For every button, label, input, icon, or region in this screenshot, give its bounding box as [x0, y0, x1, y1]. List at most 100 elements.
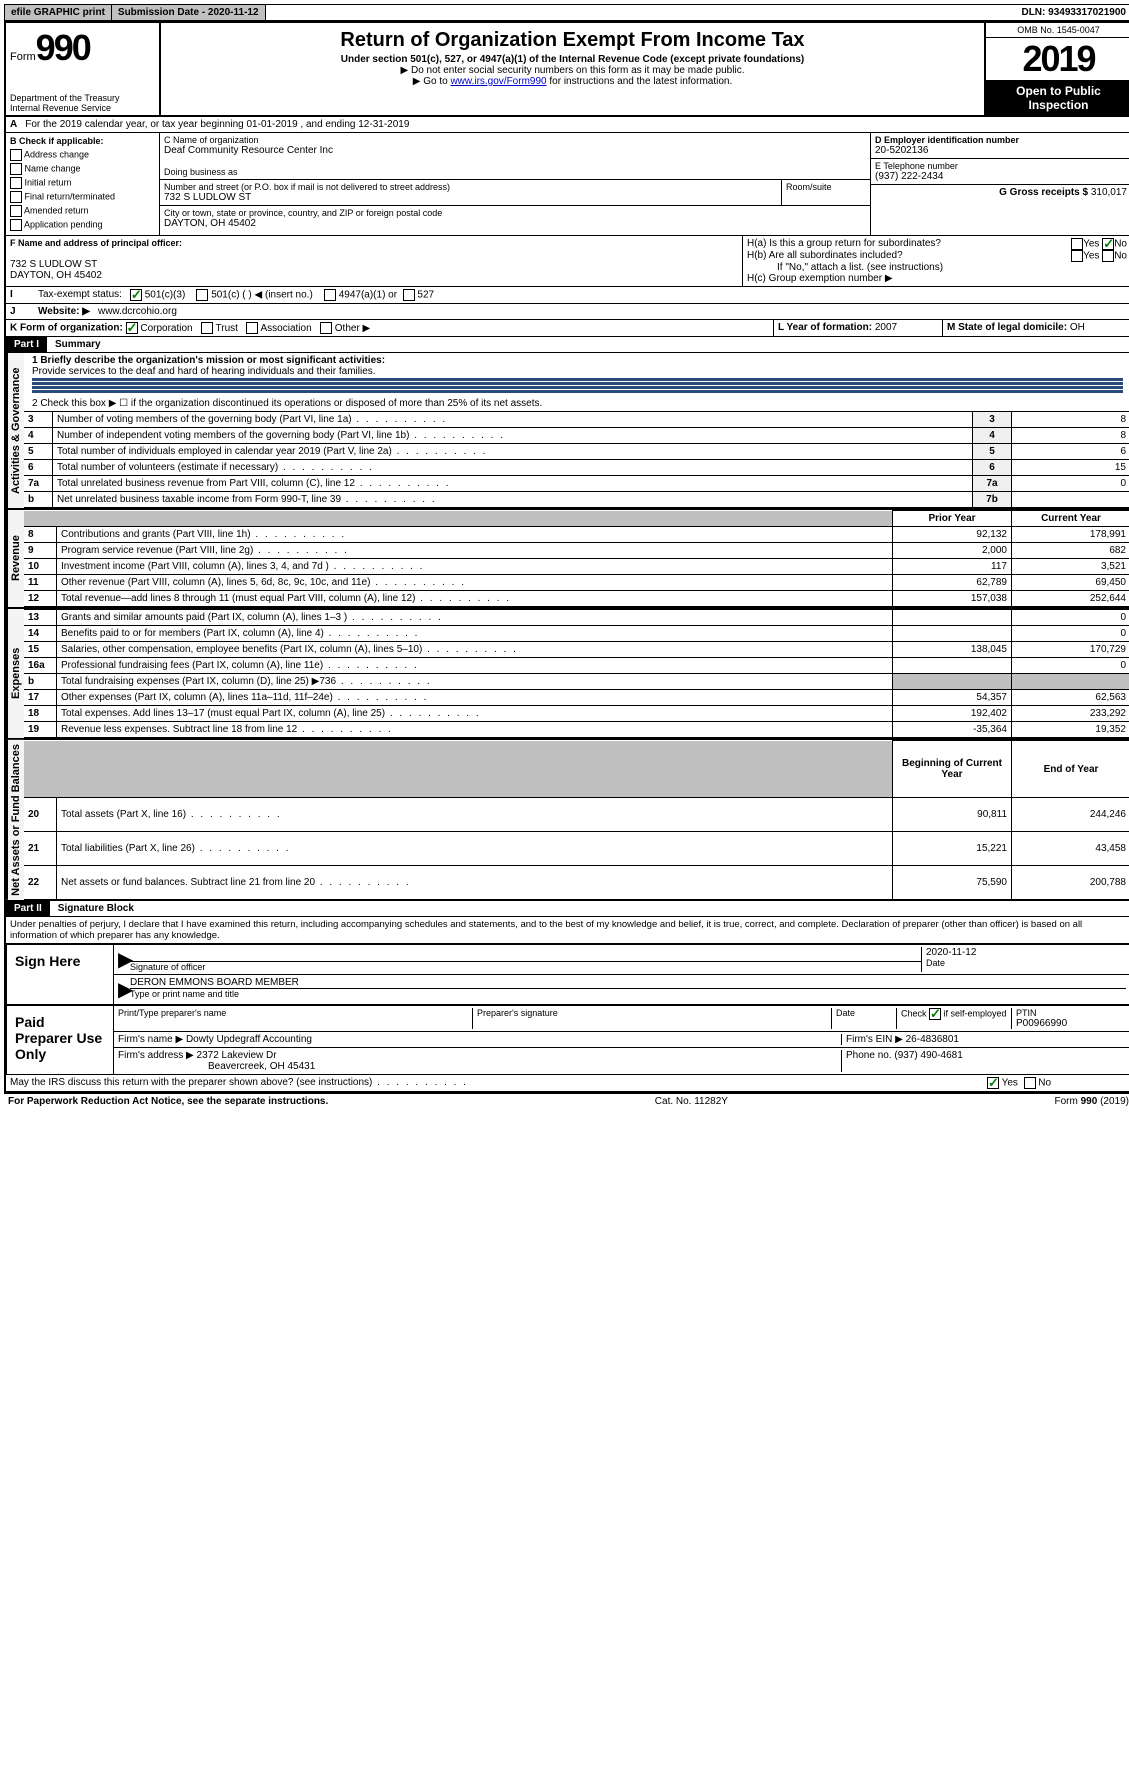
part1-title: Summary — [47, 339, 101, 350]
hc-label: H(c) Group exemption number ▶ — [747, 273, 1127, 284]
line1-label: 1 Briefly describe the organization's mi… — [32, 355, 1123, 366]
cb-application-pending[interactable] — [10, 219, 22, 231]
hb-label: H(b) Are all subordinates included? — [747, 250, 903, 262]
dln: DLN: 93493317021900 — [1015, 5, 1129, 20]
cb-address-change[interactable] — [10, 149, 22, 161]
firm-addr1: 2372 Lakeview Dr — [197, 1050, 277, 1061]
cb-self-employed[interactable] — [929, 1008, 941, 1020]
section-l: L Year of formation: 2007 — [773, 320, 942, 336]
ha-no[interactable] — [1102, 238, 1114, 250]
sign-here-label: Sign Here — [7, 945, 114, 1004]
header-center: Return of Organization Exempt From Incom… — [161, 23, 984, 115]
table-net: Beginning of Current YearEnd of Year20To… — [24, 740, 1129, 900]
section-c: C Name of organization Deaf Community Re… — [160, 133, 871, 235]
table-rev: Prior YearCurrent Year8Contributions and… — [24, 510, 1129, 607]
officer-addr1: 732 S LUDLOW ST — [10, 259, 738, 270]
table-ag: 3Number of voting members of the governi… — [24, 411, 1129, 508]
efile-print-button[interactable]: efile GRAPHIC print — [5, 5, 112, 20]
instructions-link[interactable]: www.irs.gov/Form990 — [450, 76, 546, 87]
city: DAYTON, OH 45402 — [164, 218, 866, 229]
section-deg: D Employer identification number 20-5202… — [871, 133, 1129, 235]
dba-label: Doing business as — [164, 167, 866, 177]
cb-amended-return[interactable] — [10, 205, 22, 217]
form-label-cell: Form990 Department of the Treasury Inter… — [6, 23, 161, 115]
discuss-no[interactable] — [1024, 1077, 1036, 1089]
discuss-yes[interactable] — [987, 1077, 999, 1089]
vert-net: Net Assets or Fund Balances — [6, 740, 24, 900]
hb-yes[interactable] — [1071, 250, 1083, 262]
cb-4947[interactable] — [324, 289, 336, 301]
ein-value: 20-5202136 — [875, 145, 1127, 156]
street-label: Number and street (or P.O. box if mail i… — [164, 182, 777, 192]
form-number: 990 — [36, 27, 90, 68]
declaration: Under penalties of perjury, I declare th… — [6, 917, 1129, 943]
section-k: K Form of organization: Corporation Trus… — [6, 320, 773, 336]
tax-year: 2019 — [986, 37, 1129, 81]
prep-date-label: Date — [832, 1008, 897, 1029]
cb-k-2[interactable] — [246, 322, 258, 334]
line1-text: Provide services to the deaf and hard of… — [32, 366, 1123, 377]
header-row: Form990 Department of the Treasury Inter… — [6, 23, 1129, 117]
phone-value: (937) 222-2434 — [875, 171, 1127, 182]
line2: 2 Check this box ▶ ☐ if the organization… — [24, 396, 1129, 411]
form-prefix: Form — [10, 51, 36, 63]
vert-rev: Revenue — [6, 510, 24, 607]
website-value: www.dcrcohio.org — [94, 304, 181, 319]
section-f: F Name and address of principal officer:… — [6, 236, 743, 286]
paid-preparer-label: Paid Preparer Use Only — [7, 1006, 114, 1074]
part2-badge: Part II — [6, 901, 50, 916]
open-public-badge: Open to Public Inspection — [986, 81, 1129, 115]
instr-1: ▶ Do not enter social security numbers o… — [169, 65, 976, 76]
form-container: Form990 Department of the Treasury Inter… — [4, 21, 1129, 1094]
prep-phone: (937) 490-4681 — [894, 1050, 962, 1061]
gross-label: G Gross receipts $ — [999, 187, 1088, 198]
org-name: Deaf Community Resource Center Inc — [164, 145, 866, 156]
sig-date: 2020-11-12 — [926, 947, 1126, 958]
street: 732 S LUDLOW ST — [164, 192, 777, 203]
vert-ag: Activities & Governance — [6, 353, 24, 508]
form-title: Return of Organization Exempt From Incom… — [169, 29, 976, 52]
cb-527[interactable] — [403, 289, 415, 301]
firm-ein: 26-4836801 — [906, 1034, 959, 1045]
tax-status-label: Tax-exempt status: — [34, 287, 126, 303]
cb-final-return-terminated[interactable] — [10, 191, 22, 203]
paid-preparer-block: Paid Preparer Use Only Print/Type prepar… — [6, 1005, 1129, 1075]
ptin: P00966990 — [1016, 1018, 1126, 1029]
form-subtitle: Under section 501(c), 527, or 4947(a)(1)… — [169, 54, 976, 65]
cb-name-change[interactable] — [10, 163, 22, 175]
instr-2: ▶ Go to www.irs.gov/Form990 for instruct… — [169, 76, 976, 87]
ha-yes[interactable] — [1071, 238, 1083, 250]
section-h: H(a) Is this a group return for subordin… — [743, 236, 1129, 286]
section-m: M State of legal domicile: OH — [942, 320, 1129, 336]
ha-label: H(a) Is this a group return for subordin… — [747, 238, 941, 250]
cb-501c[interactable] — [196, 289, 208, 301]
period-text: For the 2019 calendar year, or tax year … — [21, 117, 413, 132]
cb-k-3[interactable] — [320, 322, 332, 334]
date-label: Date — [926, 958, 1126, 968]
discuss-row: May the IRS discuss this return with the… — [6, 1075, 1129, 1092]
cb-501c3[interactable] — [130, 289, 142, 301]
cb-k-0[interactable] — [126, 322, 138, 334]
section-b-header: B Check if applicable: — [10, 135, 155, 147]
room-label: Room/suite — [782, 180, 870, 205]
section-fh-row: F Name and address of principal officer:… — [6, 236, 1129, 287]
prep-sig-label: Preparer's signature — [473, 1008, 832, 1029]
city-label: City or town, state or province, country… — [164, 208, 866, 218]
cb-k-1[interactable] — [201, 322, 213, 334]
cb-initial-return[interactable] — [10, 177, 22, 189]
sig-officer-label: Signature of officer — [130, 962, 921, 972]
type-name-label: Type or print name and title — [130, 989, 1126, 999]
vert-exp: Expenses — [6, 609, 24, 738]
part2-title: Signature Block — [50, 903, 134, 914]
prep-name-label: Print/Type preparer's name — [118, 1008, 473, 1029]
revenue-section: Revenue Prior YearCurrent Year8Contribut… — [6, 510, 1129, 609]
activities-governance: Activities & Governance 1 Briefly descri… — [6, 353, 1129, 510]
website-label: Website: ▶ — [34, 304, 94, 319]
name-label: C Name of organization — [164, 135, 866, 145]
ptin-label: PTIN — [1016, 1008, 1126, 1018]
part1-header-row: Part I Summary — [6, 337, 1129, 353]
section-b: B Check if applicable: Address change Na… — [6, 133, 160, 235]
cat-no: Cat. No. 11282Y — [655, 1096, 728, 1107]
hb-no[interactable] — [1102, 250, 1114, 262]
header-right: OMB No. 1545-0047 2019 Open to Public In… — [984, 23, 1129, 115]
